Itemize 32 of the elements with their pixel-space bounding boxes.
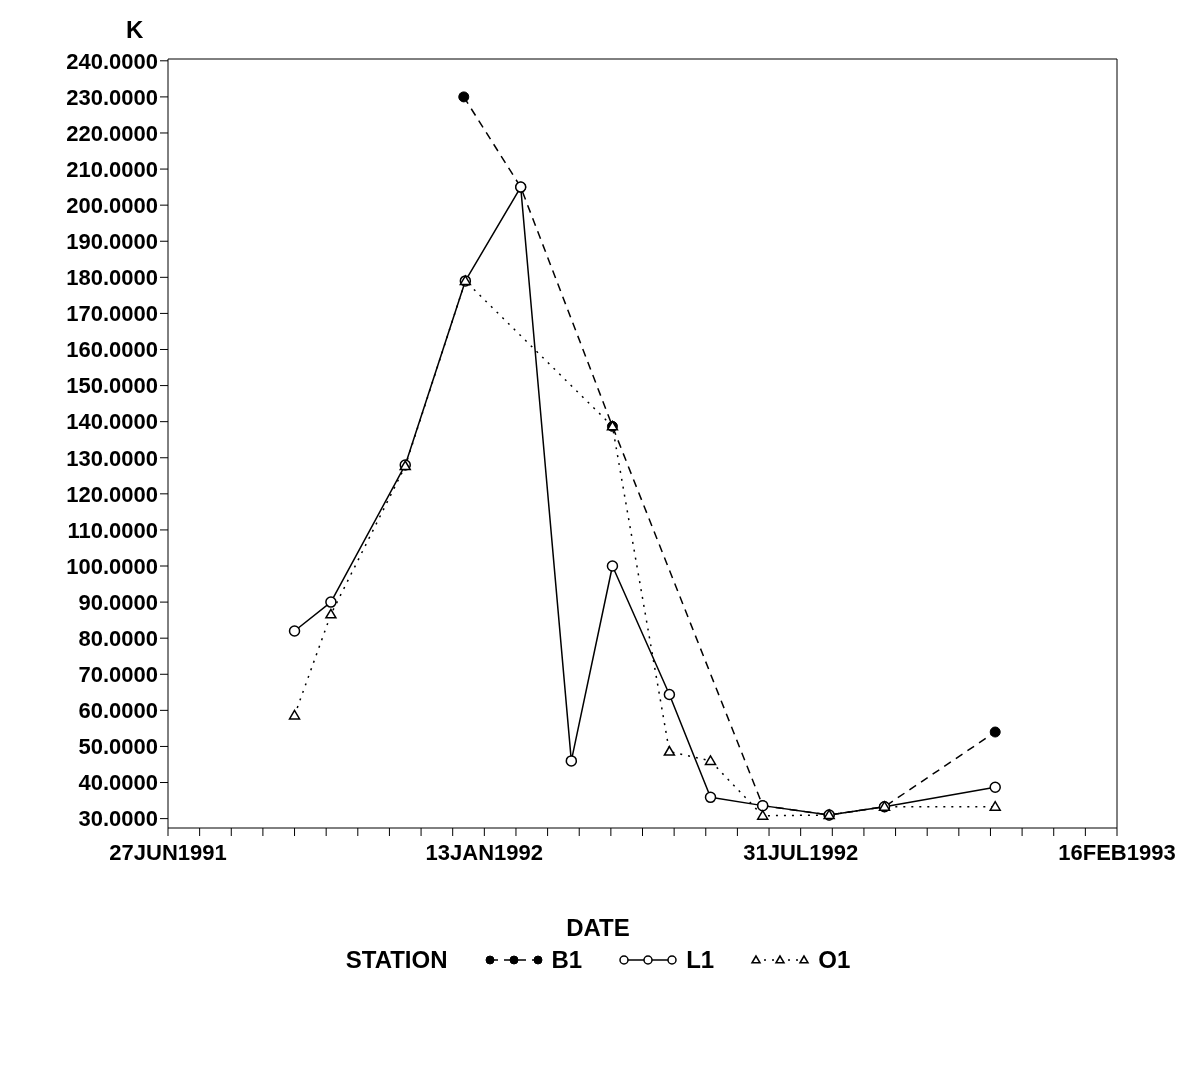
- y-tick-label: 160.0000: [66, 337, 158, 363]
- y-tick-label: 30.0000: [78, 806, 158, 832]
- legend-label: L1: [686, 946, 715, 974]
- y-tick-label: 140.0000: [66, 409, 158, 435]
- x-tick-label: 31JUL1992: [743, 840, 859, 865]
- y-tick-label: 100.0000: [66, 553, 158, 579]
- y-tick-label: 130.0000: [66, 445, 158, 471]
- legend-label: B1: [551, 946, 583, 974]
- y-tick-label: 90.0000: [78, 589, 158, 615]
- y-tick-label: 60.0000: [78, 698, 158, 724]
- y-tick-label: 220.0000: [66, 120, 158, 146]
- y-tick-label: 70.0000: [78, 662, 158, 688]
- y-axis-title: K: [126, 16, 144, 44]
- y-tick-label: 210.0000: [66, 156, 158, 182]
- y-tick-label: 230.0000: [66, 84, 158, 110]
- legend-label: O1: [818, 946, 851, 974]
- y-tick-label: 120.0000: [66, 481, 158, 507]
- y-tick-label: 200.0000: [66, 192, 158, 218]
- y-tick-label: 150.0000: [66, 373, 158, 399]
- x-axis-title: DATE: [565, 914, 631, 942]
- y-tick-label: 50.0000: [78, 734, 158, 760]
- x-tick-label: 16FEB1993: [1058, 840, 1176, 865]
- x-tick-label: 27JUN1991: [109, 840, 227, 865]
- x-tick-label: 13JAN1992: [425, 840, 544, 865]
- y-tick-label: 190.0000: [66, 229, 158, 255]
- legend-title: STATION: [345, 946, 448, 974]
- y-tick-label: 80.0000: [78, 626, 158, 651]
- y-tick-label: 40.0000: [78, 770, 158, 796]
- y-tick-label: 170.0000: [66, 301, 158, 327]
- y-tick-label: 110.0000: [67, 517, 158, 543]
- y-tick-label: 240.0000: [66, 48, 158, 74]
- y-tick-label: 180.0000: [66, 265, 158, 291]
